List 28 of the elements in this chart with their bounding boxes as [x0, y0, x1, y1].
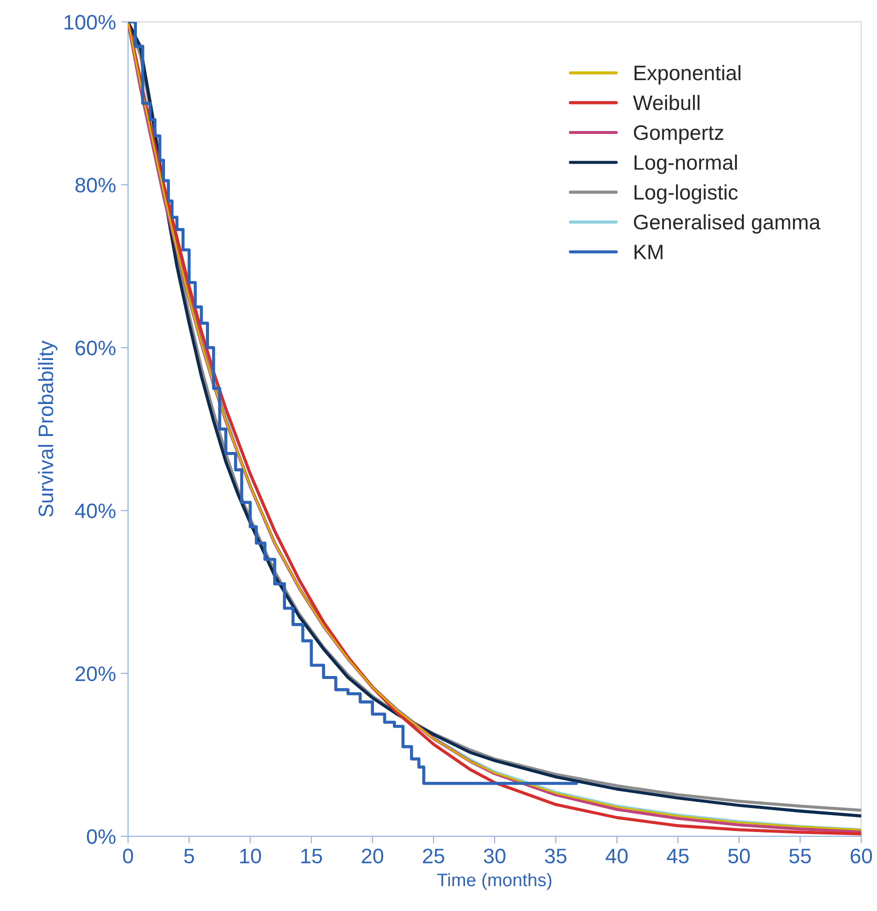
- x-tick-label: 0: [123, 848, 134, 864]
- x-tick-label: 60: [850, 848, 872, 864]
- x-tick-label: 5: [184, 848, 194, 864]
- x-tick-label: 50: [728, 848, 750, 864]
- x-tick-label: 15: [301, 848, 322, 864]
- y-tick-label: 100%: [64, 14, 116, 30]
- x-tick-label: 30: [484, 848, 506, 864]
- x-axis-title: Time (months): [437, 873, 552, 890]
- legend-label: Exponential: [634, 65, 740, 84]
- y-tick-label: 20%: [76, 666, 116, 682]
- x-tick-label: 40: [606, 848, 628, 864]
- x-tick-label: 10: [240, 848, 262, 864]
- x-tick-label: 25: [422, 848, 444, 864]
- legend-label: Generalised gamma: [634, 214, 820, 234]
- x-tick-label: 45: [666, 848, 689, 864]
- x-tick-label: 55: [789, 848, 811, 864]
- legend-label: Log-logistic: [634, 184, 738, 204]
- y-axis-title: Survival Probability: [38, 340, 58, 517]
- legend-label: Gompertz: [634, 125, 724, 144]
- legend-label: Weibull: [632, 94, 700, 110]
- y-tick-label: 0%: [86, 829, 116, 844]
- y-tick-label: 80%: [75, 178, 116, 193]
- x-tick-label: 20: [362, 848, 384, 864]
- x-tick-label: 35: [544, 848, 566, 864]
- y-tick-label: 60%: [76, 340, 116, 356]
- legend-label: KM: [634, 244, 662, 260]
- y-tick-label: 40%: [75, 504, 116, 518]
- legend-label: Log-normal: [634, 154, 737, 174]
